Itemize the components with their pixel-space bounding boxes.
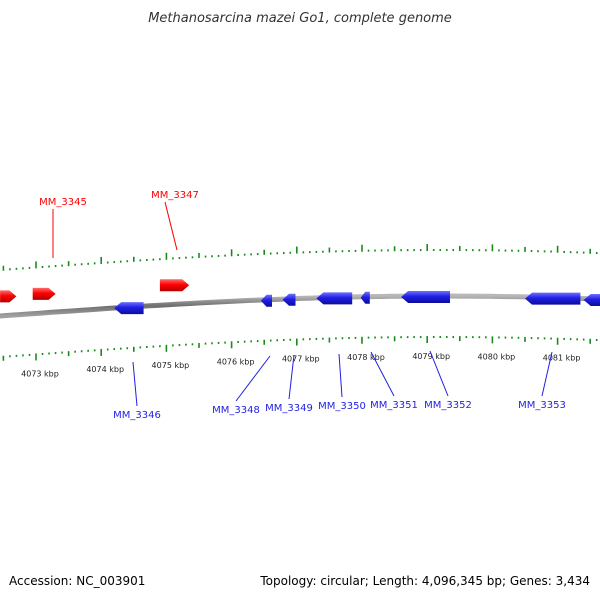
scale-label: 4075 kbp: [152, 361, 190, 370]
gene-label[interactable]: MM_3353: [518, 400, 566, 411]
gene-arrow-mm-3349[interactable]: [282, 293, 296, 306]
gene-arrow-mm-3354[interactable]: [583, 294, 600, 306]
gene-label[interactable]: MM_3350: [318, 401, 366, 412]
gene-label-leader: [429, 350, 449, 397]
gene-arrow-mm-3353[interactable]: [525, 292, 581, 305]
scale-labels: 4073 kbp 4074 kbp 4075 kbp 4076 kbp 4077 kbp…: [21, 352, 580, 378]
gene-label[interactable]: MM_3347: [151, 190, 199, 201]
gene-label-layer: MM_3345 MM_3347 MM_3346 MM_3348 MM_3349 MM_33…: [39, 190, 566, 421]
scale-label: 4077 kbp: [282, 355, 320, 364]
gene-arrow-mm-3352[interactable]: [401, 291, 450, 303]
gene-arrow-mm-3345b[interactable]: [32, 287, 56, 300]
map-title: Methanosarcina mazei Go1, complete genom…: [148, 11, 452, 26]
scale-label: 4080 kbp: [478, 352, 516, 361]
gene-label[interactable]: MM_3345: [39, 197, 87, 208]
gene-arrow-mm-3347[interactable]: [159, 279, 190, 292]
genome-backbone: [0, 293, 600, 319]
genome-summary-text: Topology: circular; Length: 4,096,345 bp…: [259, 574, 590, 588]
gene-label[interactable]: MM_3351: [370, 400, 418, 411]
gene-label-leader: [235, 355, 271, 402]
scale-label: 4076 kbp: [217, 357, 255, 366]
gene-arrow-mm-3348[interactable]: [260, 294, 272, 307]
gene-label[interactable]: MM_3348: [212, 405, 260, 416]
gene-arrow-mm-3351[interactable]: [360, 291, 370, 304]
scale-label: 4074 kbp: [86, 365, 124, 374]
gene-label-leader: [132, 361, 138, 407]
gene-arrow-mm-3345[interactable]: [0, 290, 17, 303]
gene-label-leader: [541, 351, 553, 397]
gene-label[interactable]: MM_3349: [265, 403, 313, 414]
gene-label[interactable]: MM_3346: [113, 410, 161, 421]
gene-label[interactable]: MM_3352: [424, 400, 472, 411]
gene-label-leader: [288, 354, 295, 400]
inner-tick-track: [2, 336, 598, 361]
scale-label: 4078 kbp: [347, 353, 385, 362]
outer-tick-track: [2, 244, 598, 271]
gene-arrow-mm-3350[interactable]: [316, 292, 353, 305]
gene-arrow-mm-3346[interactable]: [114, 302, 144, 315]
scale-label: 4079 kbp: [412, 352, 450, 361]
accession-text: Accession: NC_003901: [9, 574, 145, 588]
gene-label-leader: [338, 353, 343, 398]
gene-label-leader: [164, 201, 178, 251]
scale-label: 4073 kbp: [21, 369, 59, 378]
gene-track: [0, 279, 600, 315]
gene-label-leader: [370, 351, 395, 397]
scale-label: 4081 kbp: [543, 354, 581, 363]
